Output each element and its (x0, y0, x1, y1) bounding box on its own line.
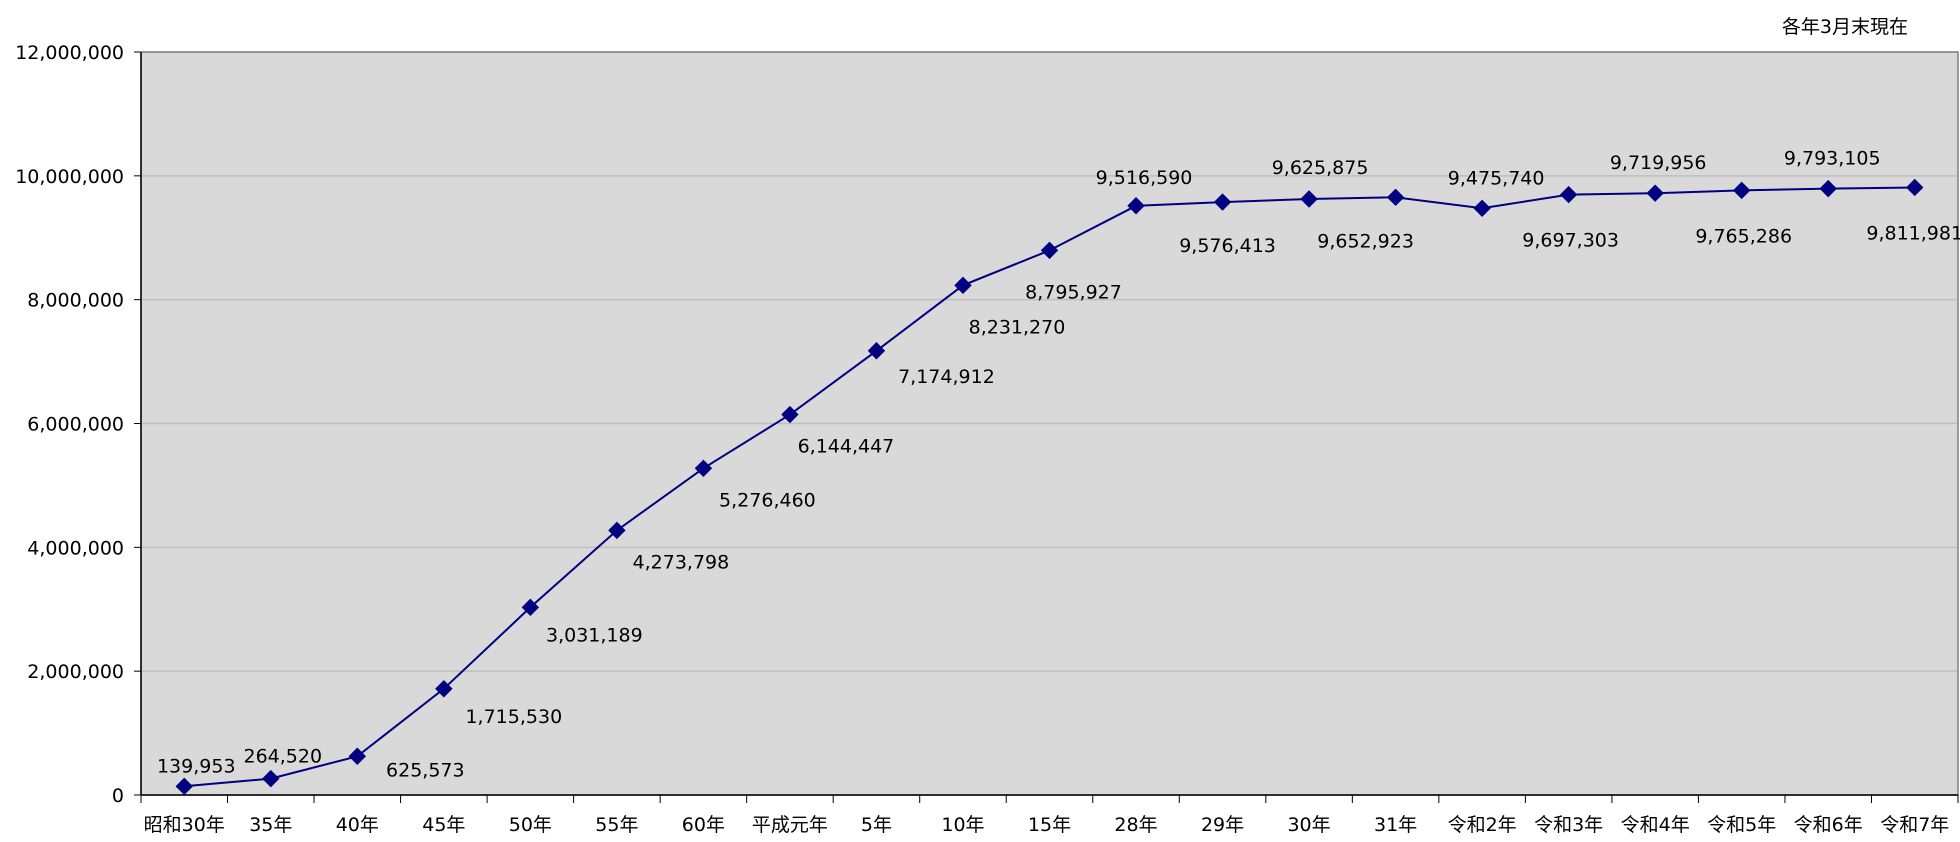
data-point-marker (867, 342, 886, 360)
x-tick-label: 28年 (1114, 814, 1157, 836)
x-tick-label: 30年 (1287, 814, 1330, 836)
x-tick-label: 45年 (422, 814, 465, 836)
x-tick-label: 31年 (1374, 814, 1417, 836)
x-tick-label: 29年 (1201, 814, 1244, 836)
data-label: 9,652,923 (1317, 230, 1414, 252)
y-tick-label: 12,000,000 (15, 42, 124, 64)
x-tick-label: 35年 (249, 814, 292, 836)
data-point-marker (348, 747, 367, 765)
data-label: 9,811,981 (1866, 222, 1960, 244)
x-tick-label: 令和7年 (1880, 814, 1949, 836)
data-label: 7,174,912 (898, 366, 995, 388)
data-label: 8,231,270 (969, 316, 1066, 338)
x-tick-label: 50年 (509, 814, 552, 836)
x-tick-label: 60年 (682, 814, 725, 836)
y-tick-label: 6,000,000 (27, 414, 124, 436)
data-point-marker (1559, 185, 1578, 204)
x-tick-label: 令和2年 (1448, 814, 1517, 836)
data-point-marker (694, 459, 713, 478)
y-tick-label: 0 (112, 785, 124, 807)
data-point-marker (262, 769, 280, 788)
data-label: 8,795,927 (1025, 281, 1122, 303)
data-point-marker (521, 598, 540, 617)
data-point-marker (954, 276, 972, 295)
data-label: 9,793,105 (1784, 148, 1881, 170)
y-tick-label: 4,000,000 (27, 537, 124, 559)
data-point-marker (781, 405, 799, 424)
data-label: 139,953 (157, 755, 236, 777)
x-tick-label: 55年 (595, 814, 638, 836)
data-label: 9,697,303 (1522, 230, 1619, 252)
y-tick-label: 10,000,000 (15, 166, 124, 188)
data-point-marker (1213, 193, 1232, 211)
data-label: 9,475,740 (1448, 167, 1545, 189)
x-tick-label: 令和5年 (1707, 814, 1776, 836)
data-label: 1,715,530 (465, 706, 562, 728)
data-point-marker (1819, 179, 1837, 198)
data-point-marker (1386, 188, 1405, 207)
x-tick-label: 40年 (336, 814, 379, 836)
data-point-marker (1040, 241, 1059, 260)
data-label: 9,516,590 (1096, 167, 1193, 189)
data-label: 4,273,798 (633, 551, 730, 573)
date-note: 各年3月末現在 (1781, 16, 1908, 38)
data-point-marker (435, 680, 453, 698)
data-label: 3,031,189 (546, 624, 643, 646)
data-point-marker (1300, 190, 1318, 208)
x-tick-label: 平成元年 (752, 814, 828, 836)
data-point-marker (175, 777, 193, 796)
data-label: 6,144,447 (798, 436, 895, 458)
data-point-marker (608, 521, 626, 540)
data-label: 9,719,956 (1610, 152, 1707, 174)
data-point-marker (1732, 181, 1751, 200)
x-tick-label: 令和3年 (1534, 814, 1603, 836)
y-tick-label: 8,000,000 (27, 290, 124, 312)
x-tick-label: 10年 (941, 814, 984, 836)
x-tick-label: 令和6年 (1794, 814, 1863, 836)
x-tick-label: 令和4年 (1621, 814, 1690, 836)
data-label: 9,625,875 (1272, 157, 1369, 179)
data-label: 9,765,286 (1695, 225, 1792, 247)
data-point-marker (1473, 199, 1491, 218)
data-point-marker (1127, 197, 1145, 215)
data-label: 9,576,413 (1179, 235, 1276, 257)
data-point-marker (1906, 178, 1924, 197)
x-tick-label: 昭和30年 (144, 814, 225, 836)
y-tick-label: 2,000,000 (27, 661, 124, 683)
data-point-marker (1646, 184, 1664, 202)
data-label: 625,573 (386, 759, 465, 781)
x-tick-label: 15年 (1028, 814, 1071, 836)
data-label: 5,276,460 (719, 489, 816, 511)
x-tick-label: 5年 (861, 814, 892, 836)
data-label: 264,520 (243, 746, 322, 768)
